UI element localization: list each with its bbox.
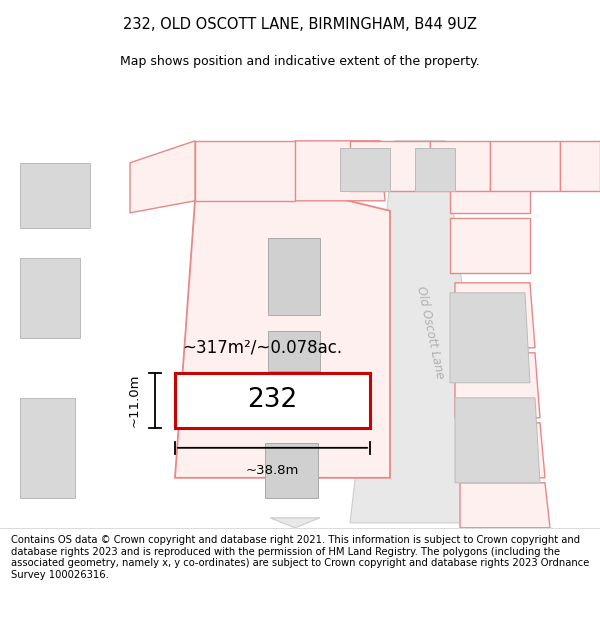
Polygon shape [340,148,390,191]
Polygon shape [455,352,540,418]
Text: ~38.8m: ~38.8m [246,464,299,477]
Polygon shape [450,292,530,382]
Polygon shape [130,141,195,212]
Polygon shape [430,141,490,191]
Text: Contains OS data © Crown copyright and database right 2021. This information is : Contains OS data © Crown copyright and d… [11,535,589,580]
Polygon shape [415,148,455,191]
Text: 232: 232 [247,388,298,413]
Text: ~11.0m: ~11.0m [128,374,141,427]
Polygon shape [268,331,320,371]
Bar [175,372,370,428]
Text: ~317m²/~0.078ac.: ~317m²/~0.078ac. [182,339,343,357]
Text: Map shows position and indicative extent of the property.: Map shows position and indicative extent… [120,56,480,68]
Polygon shape [20,398,75,498]
Polygon shape [460,422,545,478]
Polygon shape [560,141,600,191]
Polygon shape [20,162,90,228]
Polygon shape [350,141,490,522]
Polygon shape [270,518,320,528]
Polygon shape [455,398,540,482]
Polygon shape [265,442,318,498]
Text: Old Oscott Lane: Old Oscott Lane [414,285,446,381]
Polygon shape [195,141,295,201]
Polygon shape [268,238,320,315]
Polygon shape [295,141,385,201]
Polygon shape [455,282,535,348]
Polygon shape [450,148,530,213]
Polygon shape [175,188,390,478]
Polygon shape [20,258,80,338]
Polygon shape [350,141,430,191]
Polygon shape [460,482,550,528]
Polygon shape [490,141,560,191]
Polygon shape [450,217,530,272]
Text: 232, OLD OSCOTT LANE, BIRMINGHAM, B44 9UZ: 232, OLD OSCOTT LANE, BIRMINGHAM, B44 9U… [123,18,477,32]
